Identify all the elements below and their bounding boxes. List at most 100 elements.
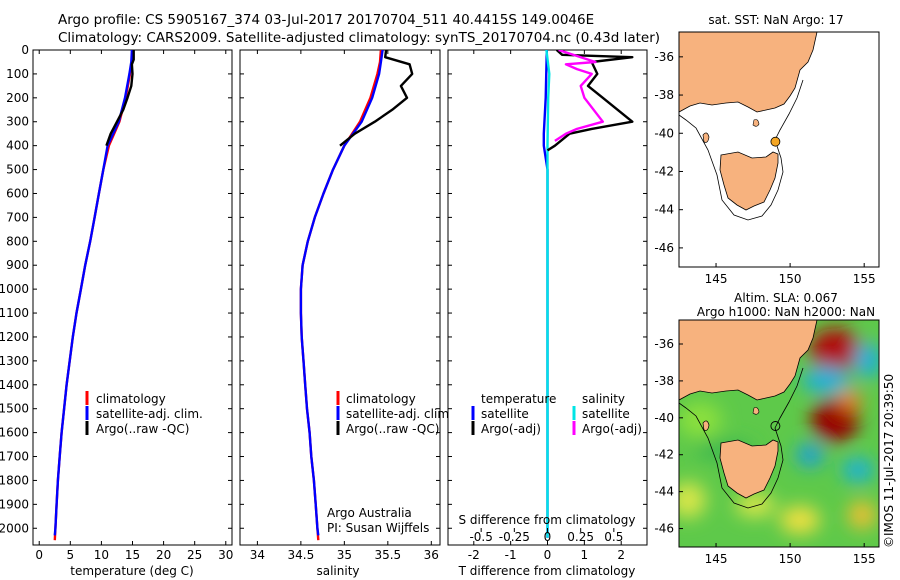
- difference-legend: temperature salinity satellite Argo(-adj…: [471, 392, 642, 436]
- series-line-salinity-argo-adj-: [554, 50, 604, 142]
- x-tick-label: 34: [250, 548, 265, 562]
- sst-map-ticks: 145 150 155 -36 -38 -40 -42 -44 -46: [654, 50, 875, 286]
- sst-map-content: [679, 32, 818, 221]
- flinders-island: [752, 407, 760, 415]
- s-difference-ticks: -0.5 -0.25 0 0.25 0.5: [469, 528, 623, 544]
- x-tick-label: 1: [581, 548, 589, 562]
- s-diff-tick-label: -0.25: [499, 530, 530, 544]
- legend-label-climatology: climatology: [346, 392, 416, 406]
- legend-label-argo: Argo(..raw -QC): [346, 422, 439, 436]
- legend-label-s-argo: Argo(-adj): [582, 422, 642, 436]
- salinity-axes: [239, 49, 441, 546]
- mainland-landmass: [679, 320, 818, 401]
- legend-label-t-satellite: satellite: [481, 407, 529, 421]
- sst-map-panel: sat. SST: NaN Argo: 17 145 150 155 -36 -38 -4…: [654, 13, 880, 286]
- map-lon-label: 145: [705, 552, 728, 566]
- difference-x-ticks: -2 -1 0 1 2: [468, 50, 625, 562]
- map-lon-label: 155: [853, 552, 876, 566]
- depth-tick-label: 1100: [0, 306, 29, 320]
- depth-tick-label: 900: [6, 258, 29, 272]
- depth-tick-label: 800: [6, 234, 29, 248]
- temperature-xlabel: temperature (deg C): [70, 564, 193, 578]
- sst-map-frame: [678, 31, 880, 268]
- map-lon-label: 145: [705, 272, 728, 286]
- header-line2: Climatology: CARS2009. Satellite-adjuste…: [58, 30, 660, 46]
- x-tick-label: 0: [544, 548, 552, 562]
- depth-tick-label: 1600: [0, 426, 29, 440]
- x-tick-label: 5: [66, 548, 74, 562]
- depth-tick-label: 1900: [0, 497, 29, 511]
- legend-label-satellite: satellite-adj. clim.: [96, 407, 203, 421]
- depth-tick-label: 200: [6, 91, 29, 105]
- depth-tick-label: 1300: [0, 354, 29, 368]
- sla-map-title-1: Altim. SLA: 0.067: [734, 291, 838, 305]
- map-lat-label: -46: [654, 522, 674, 536]
- mainland-landmass: [679, 32, 818, 113]
- shelf-contour: [679, 79, 804, 221]
- shelf-contour: [679, 367, 804, 509]
- salinity-series: [299, 50, 414, 541]
- map-lat-label: -40: [654, 126, 674, 140]
- annotation-pi: PI: Susan Wijffels: [327, 521, 429, 535]
- difference-xlabel: T difference from climatology: [458, 564, 636, 578]
- depth-tick-label: 1000: [0, 282, 29, 296]
- depth-ticks: 0 100 200 300 400 500 600 700 800 900 1000 1100 1200…: [0, 43, 232, 535]
- depth-tick-label: 600: [6, 186, 29, 200]
- depth-tick-label: 2000: [0, 521, 29, 535]
- depth-tick-label: 100: [6, 67, 29, 81]
- salinity-y-ticks: [240, 49, 440, 529]
- map-lat-label: -36: [654, 337, 674, 351]
- x-tick-label: 35.5: [374, 548, 401, 562]
- temperature-panel: 0 100 200 300 400 500 600 700 800 900 1000 1100 1200…: [0, 43, 233, 578]
- depth-tick-label: 1800: [0, 473, 29, 487]
- depth-tick-label: 500: [6, 163, 29, 177]
- sla-map-ticks: 145 150 155 -36 -38 -40 -42 -44 -46: [654, 337, 875, 566]
- float-position-marker: [770, 136, 781, 147]
- series-line-salinity-satellite: [545, 50, 551, 538]
- map-lat-label: -42: [654, 448, 674, 462]
- series-line-satellite-adj-clim-: [299, 50, 384, 536]
- header-line1: Argo profile: CS 5905167_374 03-Jul-2017…: [58, 12, 594, 28]
- depth-tick-label: 1400: [0, 378, 29, 392]
- legend-label-climatology: climatology: [96, 392, 166, 406]
- depth-tick-label: 300: [6, 115, 29, 129]
- depth-tick-label: 1200: [0, 330, 29, 344]
- salinity-xlabel: salinity: [316, 564, 359, 578]
- temperature-series: [53, 50, 135, 541]
- depth-tick-label: 700: [6, 210, 29, 224]
- depth-tick-label: 1700: [0, 450, 29, 464]
- king-island: [702, 420, 710, 431]
- map-lon-label: 155: [853, 272, 876, 286]
- x-tick-label: 34.5: [288, 548, 315, 562]
- s-diff-tick-label: 0.5: [604, 530, 623, 544]
- tasmania-landmass: [719, 151, 779, 211]
- sla-map-panel: Altim. SLA: 0.067 Argo h1000: NaN h2000:…: [654, 291, 880, 566]
- sst-map-title: sat. SST: NaN Argo: 17: [708, 13, 843, 27]
- x-tick-label: 20: [156, 548, 171, 562]
- series-line-argo-raw-qc-: [105, 50, 135, 147]
- map-lat-label: -38: [654, 374, 674, 388]
- depth-tick-label: 400: [6, 139, 29, 153]
- imos-credit: ©IMOS 11-Jul-2017 20:39:50: [882, 374, 896, 548]
- flinders-island: [752, 119, 760, 127]
- salinity-x-ticks: 34 34.5 35 35.5 36: [250, 50, 439, 562]
- difference-panel: -2 -1 0 1 2 T difference from climatology S …: [447, 49, 648, 578]
- x-tick-label: -1: [505, 548, 517, 562]
- x-tick-label: 30: [218, 548, 233, 562]
- salinity-legend: climatology satellite-adj. clim. Argo(..…: [336, 391, 453, 436]
- s-difference-label: S difference from climatology: [459, 513, 636, 527]
- legend-title-temperature: temperature: [481, 392, 556, 406]
- x-tick-label: 10: [94, 548, 109, 562]
- depth-tick-label: 1500: [0, 402, 29, 416]
- map-lon-label: 150: [779, 552, 802, 566]
- x-tick-label: 36: [424, 548, 439, 562]
- legend-label-t-argo: Argo(-adj): [481, 422, 541, 436]
- map-lat-label: -44: [654, 485, 674, 499]
- depth-tick-label: 0: [21, 43, 29, 57]
- difference-y-ticks: [448, 49, 647, 529]
- map-lat-label: -36: [654, 50, 674, 64]
- map-lat-label: -46: [654, 241, 674, 255]
- legend-label-s-satellite: satellite: [582, 407, 630, 421]
- map-lat-label: -38: [654, 88, 674, 102]
